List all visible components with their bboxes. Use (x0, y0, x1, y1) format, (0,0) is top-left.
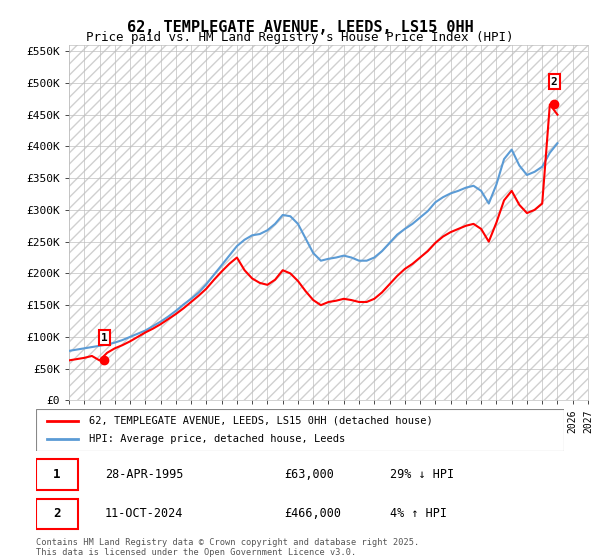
FancyBboxPatch shape (36, 499, 78, 529)
Text: Contains HM Land Registry data © Crown copyright and database right 2025.
This d: Contains HM Land Registry data © Crown c… (36, 538, 419, 557)
Text: £466,000: £466,000 (284, 507, 341, 520)
Text: 62, TEMPLEGATE AVENUE, LEEDS, LS15 0HH: 62, TEMPLEGATE AVENUE, LEEDS, LS15 0HH (127, 20, 473, 35)
Text: 11-OCT-2024: 11-OCT-2024 (104, 507, 183, 520)
Text: £63,000: £63,000 (284, 468, 334, 481)
Text: 29% ↓ HPI: 29% ↓ HPI (390, 468, 454, 481)
Text: HPI: Average price, detached house, Leeds: HPI: Average price, detached house, Leed… (89, 434, 345, 444)
Text: 2: 2 (53, 507, 61, 520)
Text: 28-APR-1995: 28-APR-1995 (104, 468, 183, 481)
Bar (69, 45, 588, 400)
FancyBboxPatch shape (36, 409, 564, 451)
Text: 2: 2 (551, 77, 557, 87)
Text: 62, TEMPLEGATE AVENUE, LEEDS, LS15 0HH (detached house): 62, TEMPLEGATE AVENUE, LEEDS, LS15 0HH (… (89, 416, 433, 426)
Text: 1: 1 (53, 468, 61, 481)
Text: 4% ↑ HPI: 4% ↑ HPI (390, 507, 447, 520)
Text: Price paid vs. HM Land Registry's House Price Index (HPI): Price paid vs. HM Land Registry's House … (86, 31, 514, 44)
Text: 1: 1 (101, 333, 108, 343)
FancyBboxPatch shape (36, 459, 78, 489)
